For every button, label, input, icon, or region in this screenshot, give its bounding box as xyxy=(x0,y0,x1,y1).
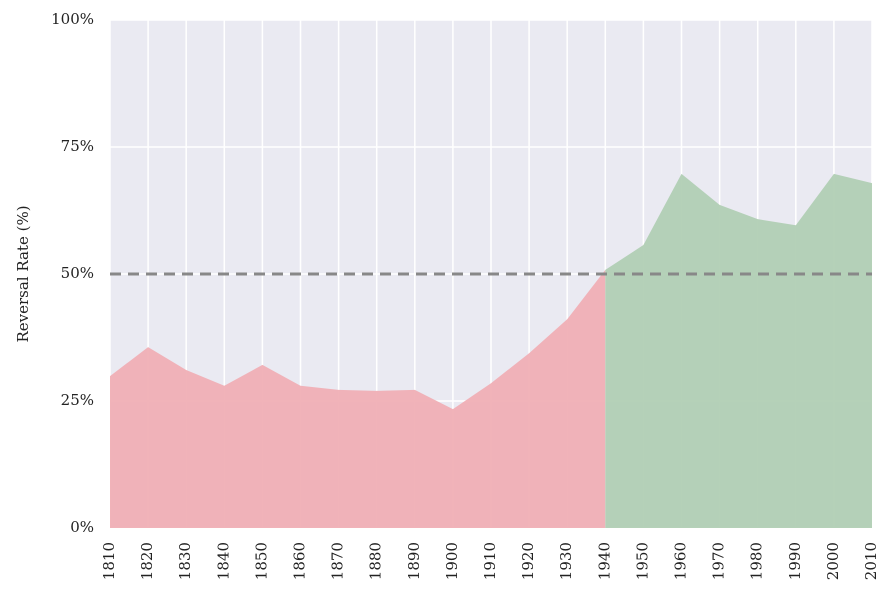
area xyxy=(605,173,872,528)
x-tick-label: 1900 xyxy=(443,542,461,580)
x-tick-label: 1830 xyxy=(176,542,194,580)
x-tick-label: 1910 xyxy=(481,542,499,580)
x-tick-label: 2000 xyxy=(824,542,842,580)
x-tick-label: 1940 xyxy=(595,542,613,580)
x-tick-label: 1980 xyxy=(748,542,766,580)
x-tick-label: 1820 xyxy=(138,542,156,580)
y-tick-label: 75% xyxy=(61,137,94,155)
x-tick-label: 1870 xyxy=(329,542,347,580)
x-tick-label: 1850 xyxy=(252,542,270,580)
x-tick-label: 1860 xyxy=(291,542,309,580)
y-axis-label: Reversal Rate (%) xyxy=(14,205,32,342)
x-tick-label: 2010 xyxy=(862,542,880,580)
x-tick-label: 1950 xyxy=(633,542,651,580)
x-tick-label: 1810 xyxy=(100,542,118,580)
x-tick-label: 1890 xyxy=(405,542,423,580)
x-tick-label: 1990 xyxy=(786,542,804,580)
x-tick-label: 1960 xyxy=(672,542,690,580)
y-tick-label: 100% xyxy=(51,10,94,28)
x-tick-label: 1970 xyxy=(710,542,728,580)
x-tick-label: 1930 xyxy=(557,542,575,580)
x-tick-label: 1880 xyxy=(367,542,385,580)
area xyxy=(110,269,606,528)
y-tick-label: 25% xyxy=(61,391,94,409)
x-tick-label: 1920 xyxy=(519,542,537,580)
x-tick-label: 1840 xyxy=(214,542,232,580)
y-tick-label: 0% xyxy=(70,518,94,536)
y-tick-label: 50% xyxy=(61,264,94,282)
